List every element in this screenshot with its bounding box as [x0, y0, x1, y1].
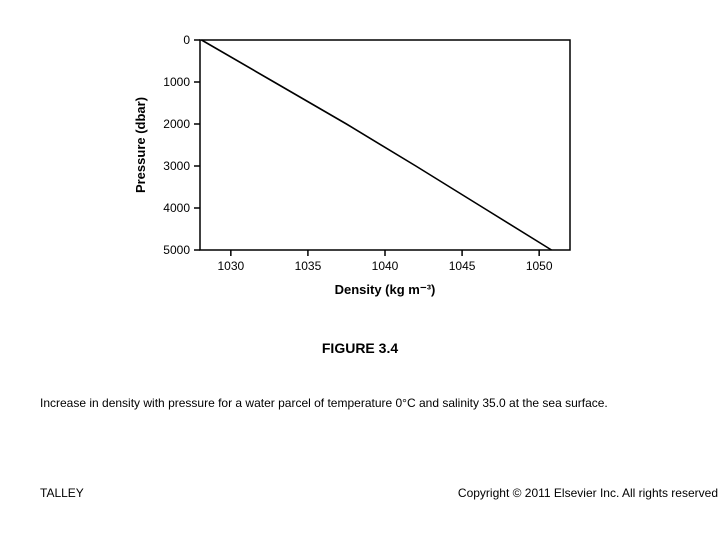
svg-text:1030: 1030	[217, 259, 244, 273]
svg-text:1050: 1050	[526, 259, 553, 273]
svg-text:4000: 4000	[163, 201, 190, 215]
svg-text:2000: 2000	[163, 117, 190, 131]
svg-text:3000: 3000	[163, 159, 190, 173]
svg-text:1035: 1035	[295, 259, 322, 273]
svg-text:1000: 1000	[163, 75, 190, 89]
footer-copyright: Copyright © 2011 Elsevier Inc. All right…	[458, 486, 718, 500]
footer-author: TALLEY	[40, 486, 84, 500]
svg-text:1040: 1040	[372, 259, 399, 273]
figure-caption: Increase in density with pressure for a …	[40, 395, 680, 412]
svg-text:1045: 1045	[449, 259, 476, 273]
density-pressure-chart: 1030 1035 1040 1045 1050 0 1000 2000 3000 4000 500…	[120, 30, 590, 310]
svg-text:Pressure (dbar): Pressure (dbar)	[133, 97, 148, 193]
chart-svg: 1030 1035 1040 1045 1050 0 1000 2000 3000 4000 500…	[120, 30, 590, 310]
figure-title: FIGURE 3.4	[0, 340, 720, 356]
svg-text:Density (kg m⁻³): Density (kg m⁻³)	[335, 282, 436, 297]
svg-text:0: 0	[183, 33, 190, 47]
svg-text:5000: 5000	[163, 243, 190, 257]
